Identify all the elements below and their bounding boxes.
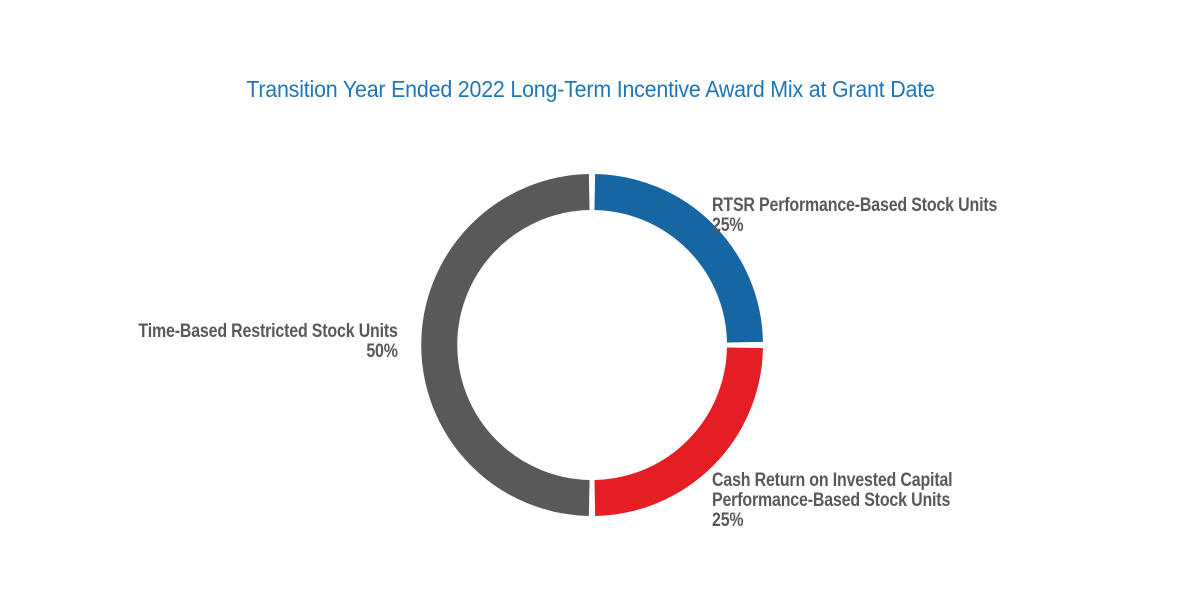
chart-title: Transition Year Ended 2022 Long-Term Inc… [246, 76, 935, 102]
segment-label-text: Performance-Based Stock Units [712, 490, 951, 511]
segment-label-cash-return: Cash Return on Invested Capital Performa… [712, 470, 953, 531]
donut-segment-0 [594, 174, 763, 343]
segment-label-value: 50% [366, 341, 399, 362]
donut-segment-1 [594, 347, 763, 516]
segment-label-text: RTSR Performance-Based Stock Units [712, 195, 998, 216]
donut-segment-2 [421, 174, 590, 516]
segment-label-text: Time-Based Restricted Stock Units [138, 321, 399, 342]
segment-label-value: 25% [712, 510, 744, 531]
segment-label-text: Cash Return on Invested Capital [712, 470, 953, 491]
segment-label-value: 25% [712, 215, 744, 236]
segment-label-time-based: Time-Based Restricted Stock Units 50% [138, 321, 399, 362]
segment-label-rtsr: RTSR Performance-Based Stock Units 25% [712, 196, 997, 236]
